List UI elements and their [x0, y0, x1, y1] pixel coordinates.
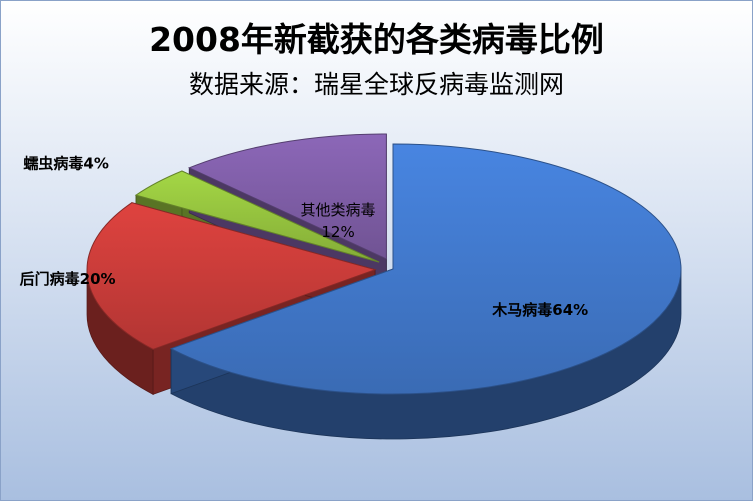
- pie-slice-2: [134, 170, 380, 263]
- chart-title: 2008年新截获的各类病毒比例: [149, 20, 604, 59]
- slice-label-3-name: 其他类病毒: [301, 201, 376, 219]
- pie-slice-0: [169, 143, 682, 395]
- pie-slice-3: [187, 133, 387, 260]
- chart-subtitle: 数据来源：瑞星全球反病毒监测网: [188, 70, 564, 99]
- slice-label-0: 木马病毒64%: [491, 301, 588, 319]
- slice-label-2: 蠕虫病毒4%: [23, 154, 108, 172]
- slice-label-1: 后门病毒20%: [20, 270, 116, 288]
- pie-slice-1: [86, 202, 377, 350]
- slice-label-3-value: 12%: [321, 223, 354, 241]
